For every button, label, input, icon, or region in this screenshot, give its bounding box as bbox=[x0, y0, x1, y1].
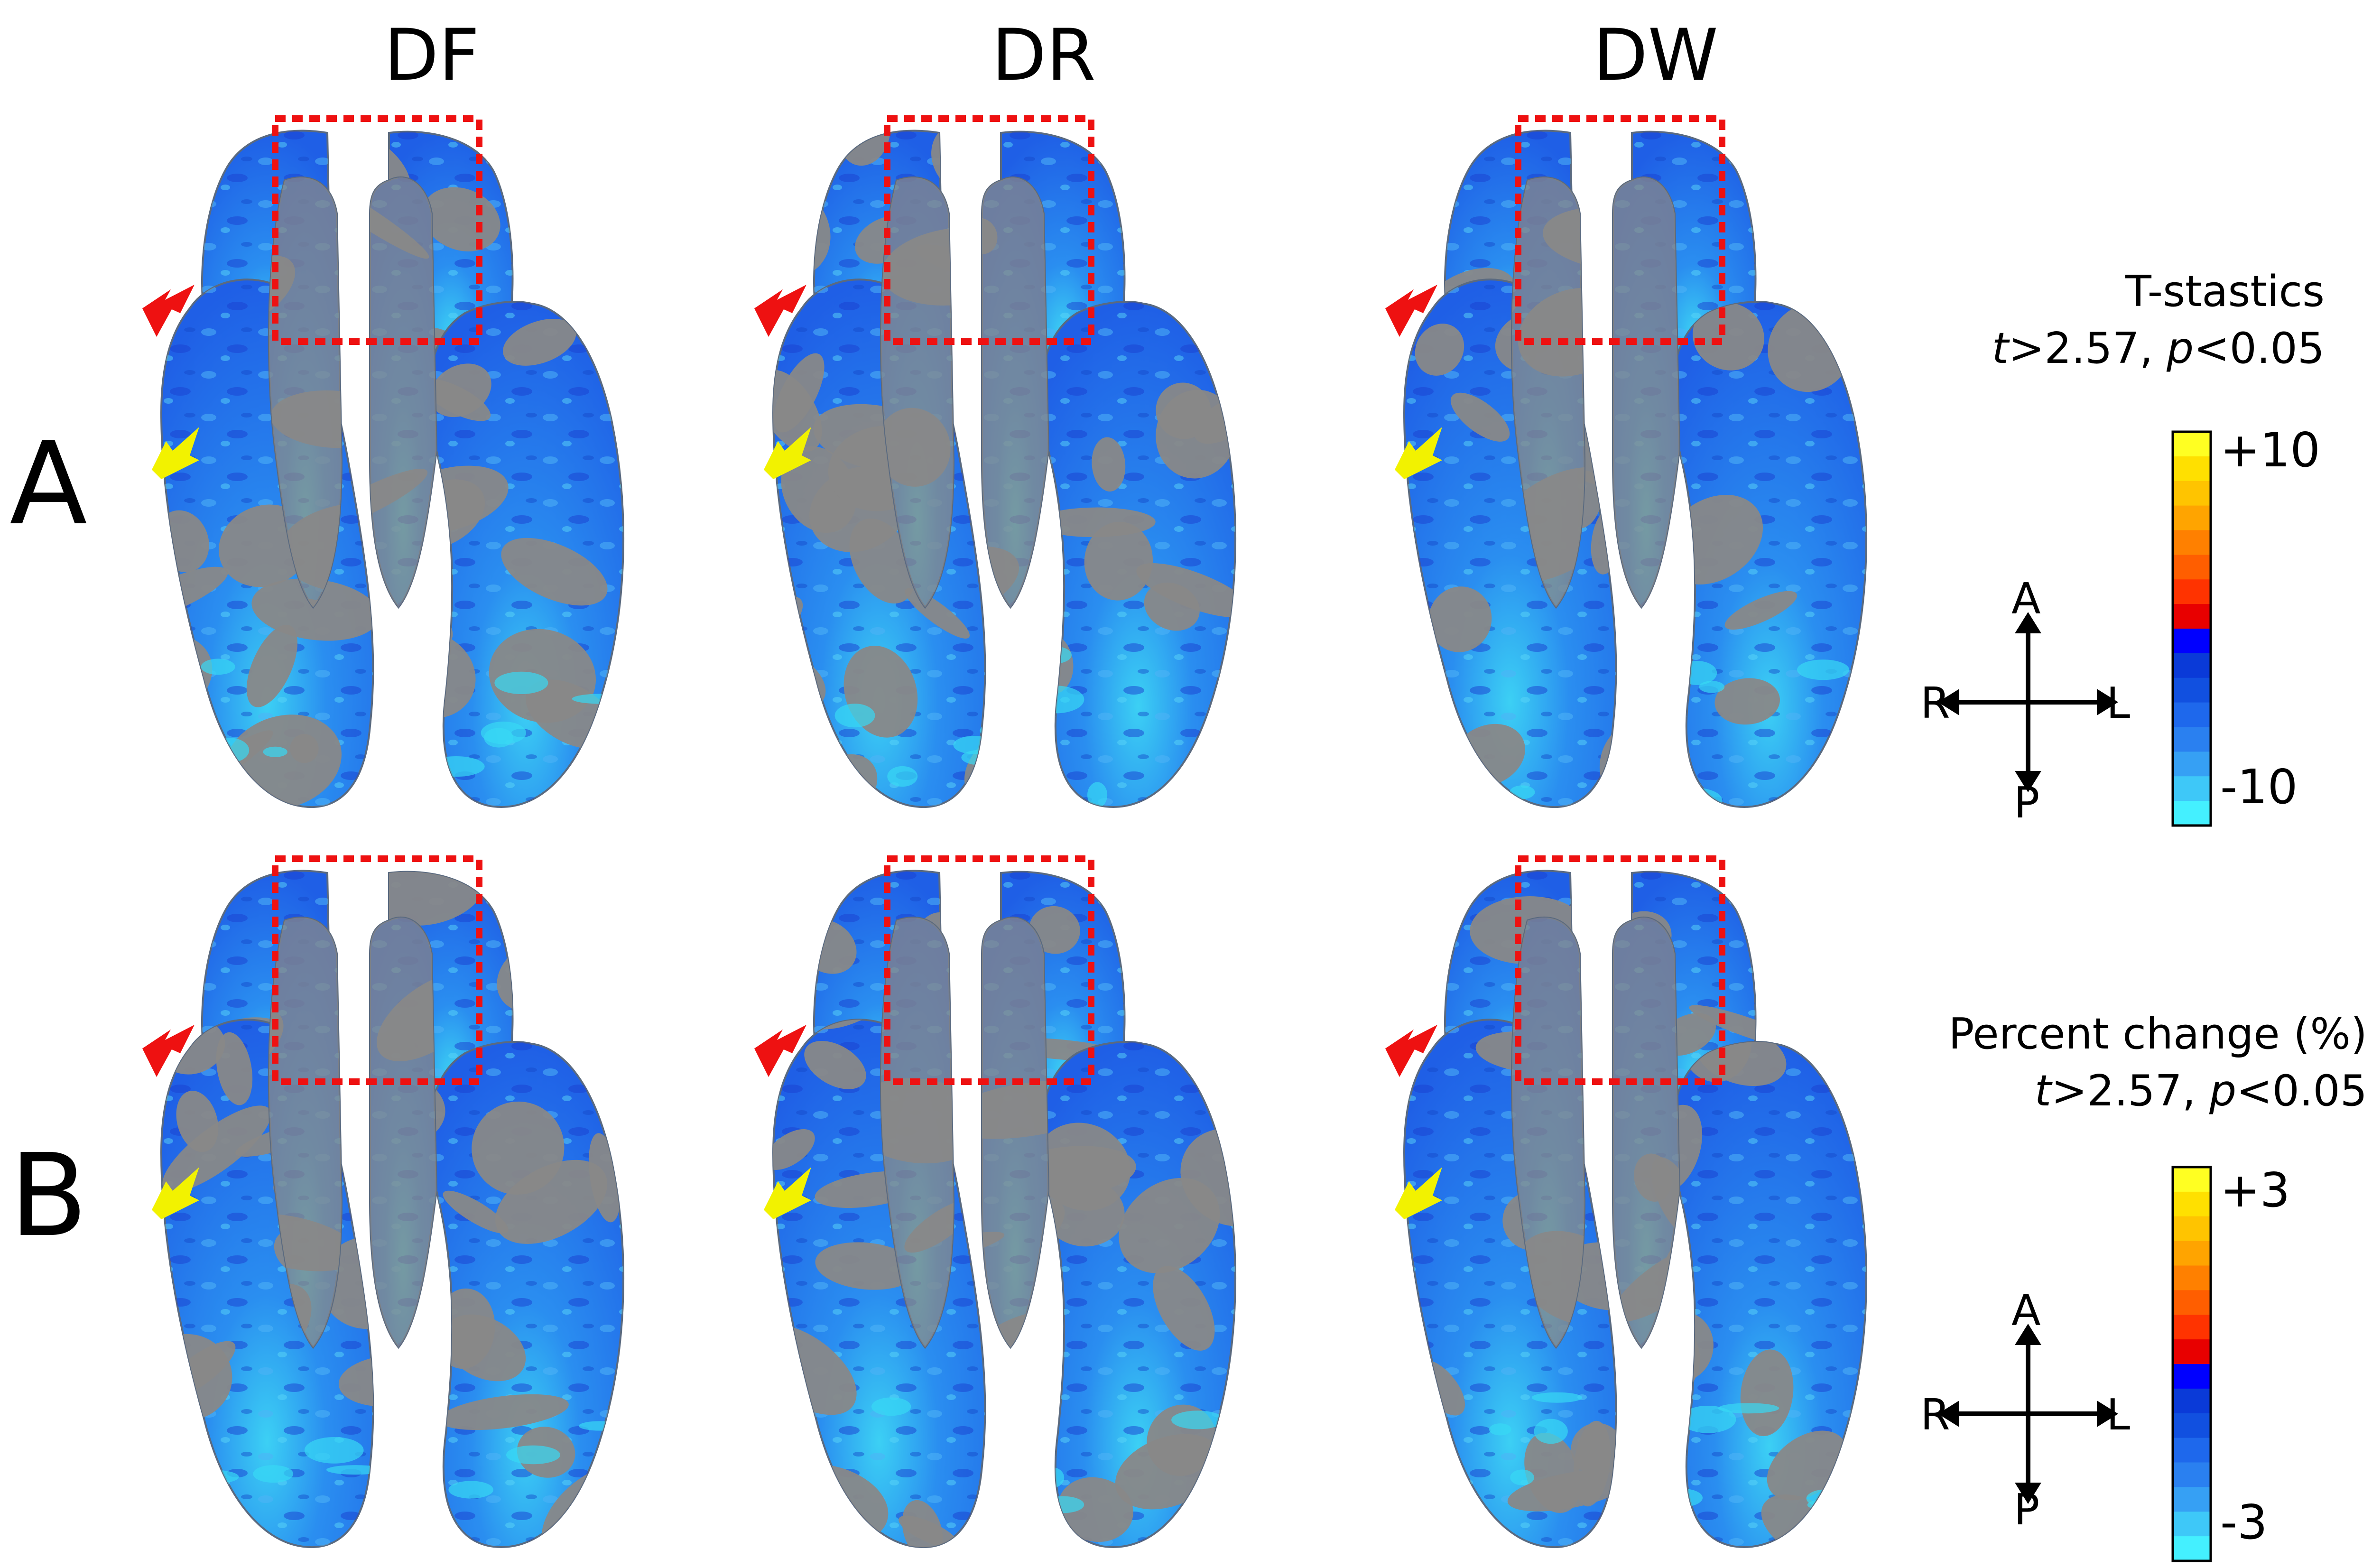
roi-box bbox=[1515, 115, 1725, 345]
legend-title-a: T-stastics t>2.57, p<0.05 bbox=[1803, 263, 2325, 377]
compass-a-anterior: A bbox=[2011, 574, 2041, 624]
column-header-dr: DR bbox=[991, 14, 1096, 97]
legend-title-b: Percent change (%) t>2.57, p<0.05 bbox=[1845, 1006, 2367, 1120]
compass-a-posterior: P bbox=[2014, 778, 2040, 828]
colorbar-a-min-label: -10 bbox=[2220, 759, 2298, 815]
p-symbol-b: p bbox=[2209, 1066, 2237, 1116]
p-symbol-a: p bbox=[2167, 324, 2194, 373]
t-symbol-a: t bbox=[1992, 324, 2009, 373]
column-header-dw: DW bbox=[1593, 14, 1718, 97]
brain-panel bbox=[754, 115, 1236, 808]
brain-panel bbox=[754, 855, 1236, 1549]
compass-b-right: R bbox=[1920, 1390, 1950, 1440]
row-label-a: A bbox=[9, 418, 88, 550]
legend-subtitle-b: t>2.57, p<0.05 bbox=[1845, 1063, 2367, 1120]
red-arrow-icon bbox=[142, 285, 195, 337]
roi-box bbox=[1515, 855, 1725, 1085]
yellow-arrow-icon bbox=[764, 1167, 811, 1219]
colorbar-b-max-label: +3 bbox=[2220, 1162, 2290, 1218]
p-threshold-a: <0.05 bbox=[2194, 324, 2325, 373]
colorbar-b bbox=[2171, 1166, 2212, 1562]
red-arrow-icon bbox=[754, 1025, 806, 1077]
row-label-b: B bbox=[9, 1129, 88, 1262]
t-threshold-a: >2.57, bbox=[2009, 324, 2167, 373]
roi-box bbox=[884, 115, 1094, 345]
compass-b-left: L bbox=[2106, 1390, 2131, 1440]
t-symbol-b: t bbox=[2034, 1066, 2052, 1116]
yellow-arrow-icon bbox=[1395, 427, 1442, 479]
yellow-arrow-icon bbox=[152, 1167, 199, 1219]
yellow-arrow-icon bbox=[1395, 1167, 1442, 1219]
roi-box bbox=[272, 855, 482, 1085]
brain-panel bbox=[1385, 855, 1867, 1549]
compass-a-arrows bbox=[1938, 612, 2118, 792]
colorbar-b-min-label: -3 bbox=[2220, 1494, 2268, 1550]
brain-panel bbox=[142, 115, 624, 808]
compass-a-right: R bbox=[1920, 678, 1950, 728]
roi-box bbox=[884, 855, 1094, 1085]
colorbar-a-max-label: +10 bbox=[2220, 422, 2321, 478]
compass-b-arrows bbox=[1938, 1324, 2118, 1504]
red-arrow-icon bbox=[754, 285, 806, 337]
column-header-df: DF bbox=[384, 14, 480, 97]
legend-title-b-line1: Percent change (%) bbox=[1948, 1009, 2367, 1059]
yellow-arrow-icon bbox=[152, 427, 199, 479]
p-threshold-b: <0.05 bbox=[2236, 1066, 2367, 1116]
compass-a-left: L bbox=[2106, 678, 2131, 728]
t-threshold-b: >2.57, bbox=[2051, 1066, 2210, 1116]
red-arrow-icon bbox=[1385, 1025, 1437, 1077]
red-arrow-icon bbox=[1385, 285, 1437, 337]
brain-panel bbox=[1385, 115, 1867, 808]
yellow-arrow-icon bbox=[764, 427, 811, 479]
legend-title-a-line1: T-stastics bbox=[2125, 267, 2325, 316]
colorbar-a bbox=[2171, 430, 2212, 827]
roi-box bbox=[272, 115, 482, 345]
brain-panel bbox=[142, 855, 624, 1549]
compass-b-posterior: P bbox=[2014, 1485, 2040, 1535]
red-arrow-icon bbox=[142, 1025, 195, 1077]
compass-b-anterior: A bbox=[2011, 1286, 2041, 1336]
legend-subtitle-a: t>2.57, p<0.05 bbox=[1803, 320, 2325, 377]
